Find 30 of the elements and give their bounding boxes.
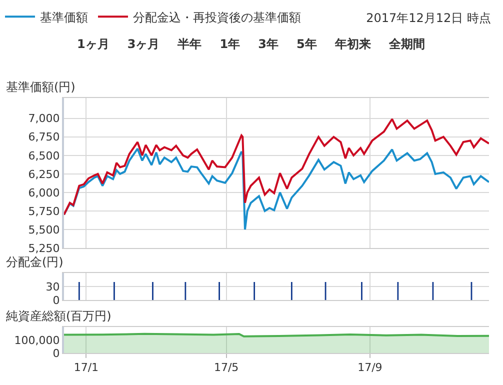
text: 3ヶ月 [126, 36, 161, 53]
y-tick-label: 5,500 [28, 223, 60, 236]
line-series [64, 118, 489, 216]
text: 年初来 [334, 36, 372, 53]
y-axis-title: 分配金(円) [6, 255, 64, 269]
text: 全期間 [388, 36, 426, 53]
y-tick-label: 5,750 [28, 204, 60, 218]
y-tick-label: 6,250 [28, 168, 60, 181]
legend-label: 分配金込・再投資後の基準価額 [133, 10, 301, 24]
x-tick-label: 17/1 [74, 361, 99, 374]
text: 5年 [295, 36, 318, 53]
text: 1年 [218, 36, 242, 53]
text: 3年 [257, 36, 280, 53]
y-tick-label: 6,000 [28, 186, 60, 200]
text: 1ヶ月 [76, 36, 110, 53]
y-axis-title: 純資産総額(百万円) [6, 309, 112, 323]
y-tick-label: 100,000 [14, 334, 60, 347]
text: 半年 [176, 36, 203, 53]
x-tick-label: 17/9 [358, 361, 382, 374]
y-tick-label: 0 [52, 346, 60, 360]
y-tick-label: 6,750 [28, 130, 60, 144]
text: 2017年12月12日 時点 [366, 10, 491, 27]
legend-label: 基準価額 [40, 10, 88, 24]
y-tick-label: 0 [52, 294, 60, 307]
y-axis-title: 基準価額(円) [6, 80, 76, 94]
y-tick-label: 30 [46, 280, 60, 294]
y-tick-label: 6,500 [28, 149, 60, 162]
y-tick-label: 5,250 [28, 242, 60, 255]
y-tick-label: 7,000 [28, 112, 60, 126]
x-tick-label: 17/5 [214, 361, 239, 374]
